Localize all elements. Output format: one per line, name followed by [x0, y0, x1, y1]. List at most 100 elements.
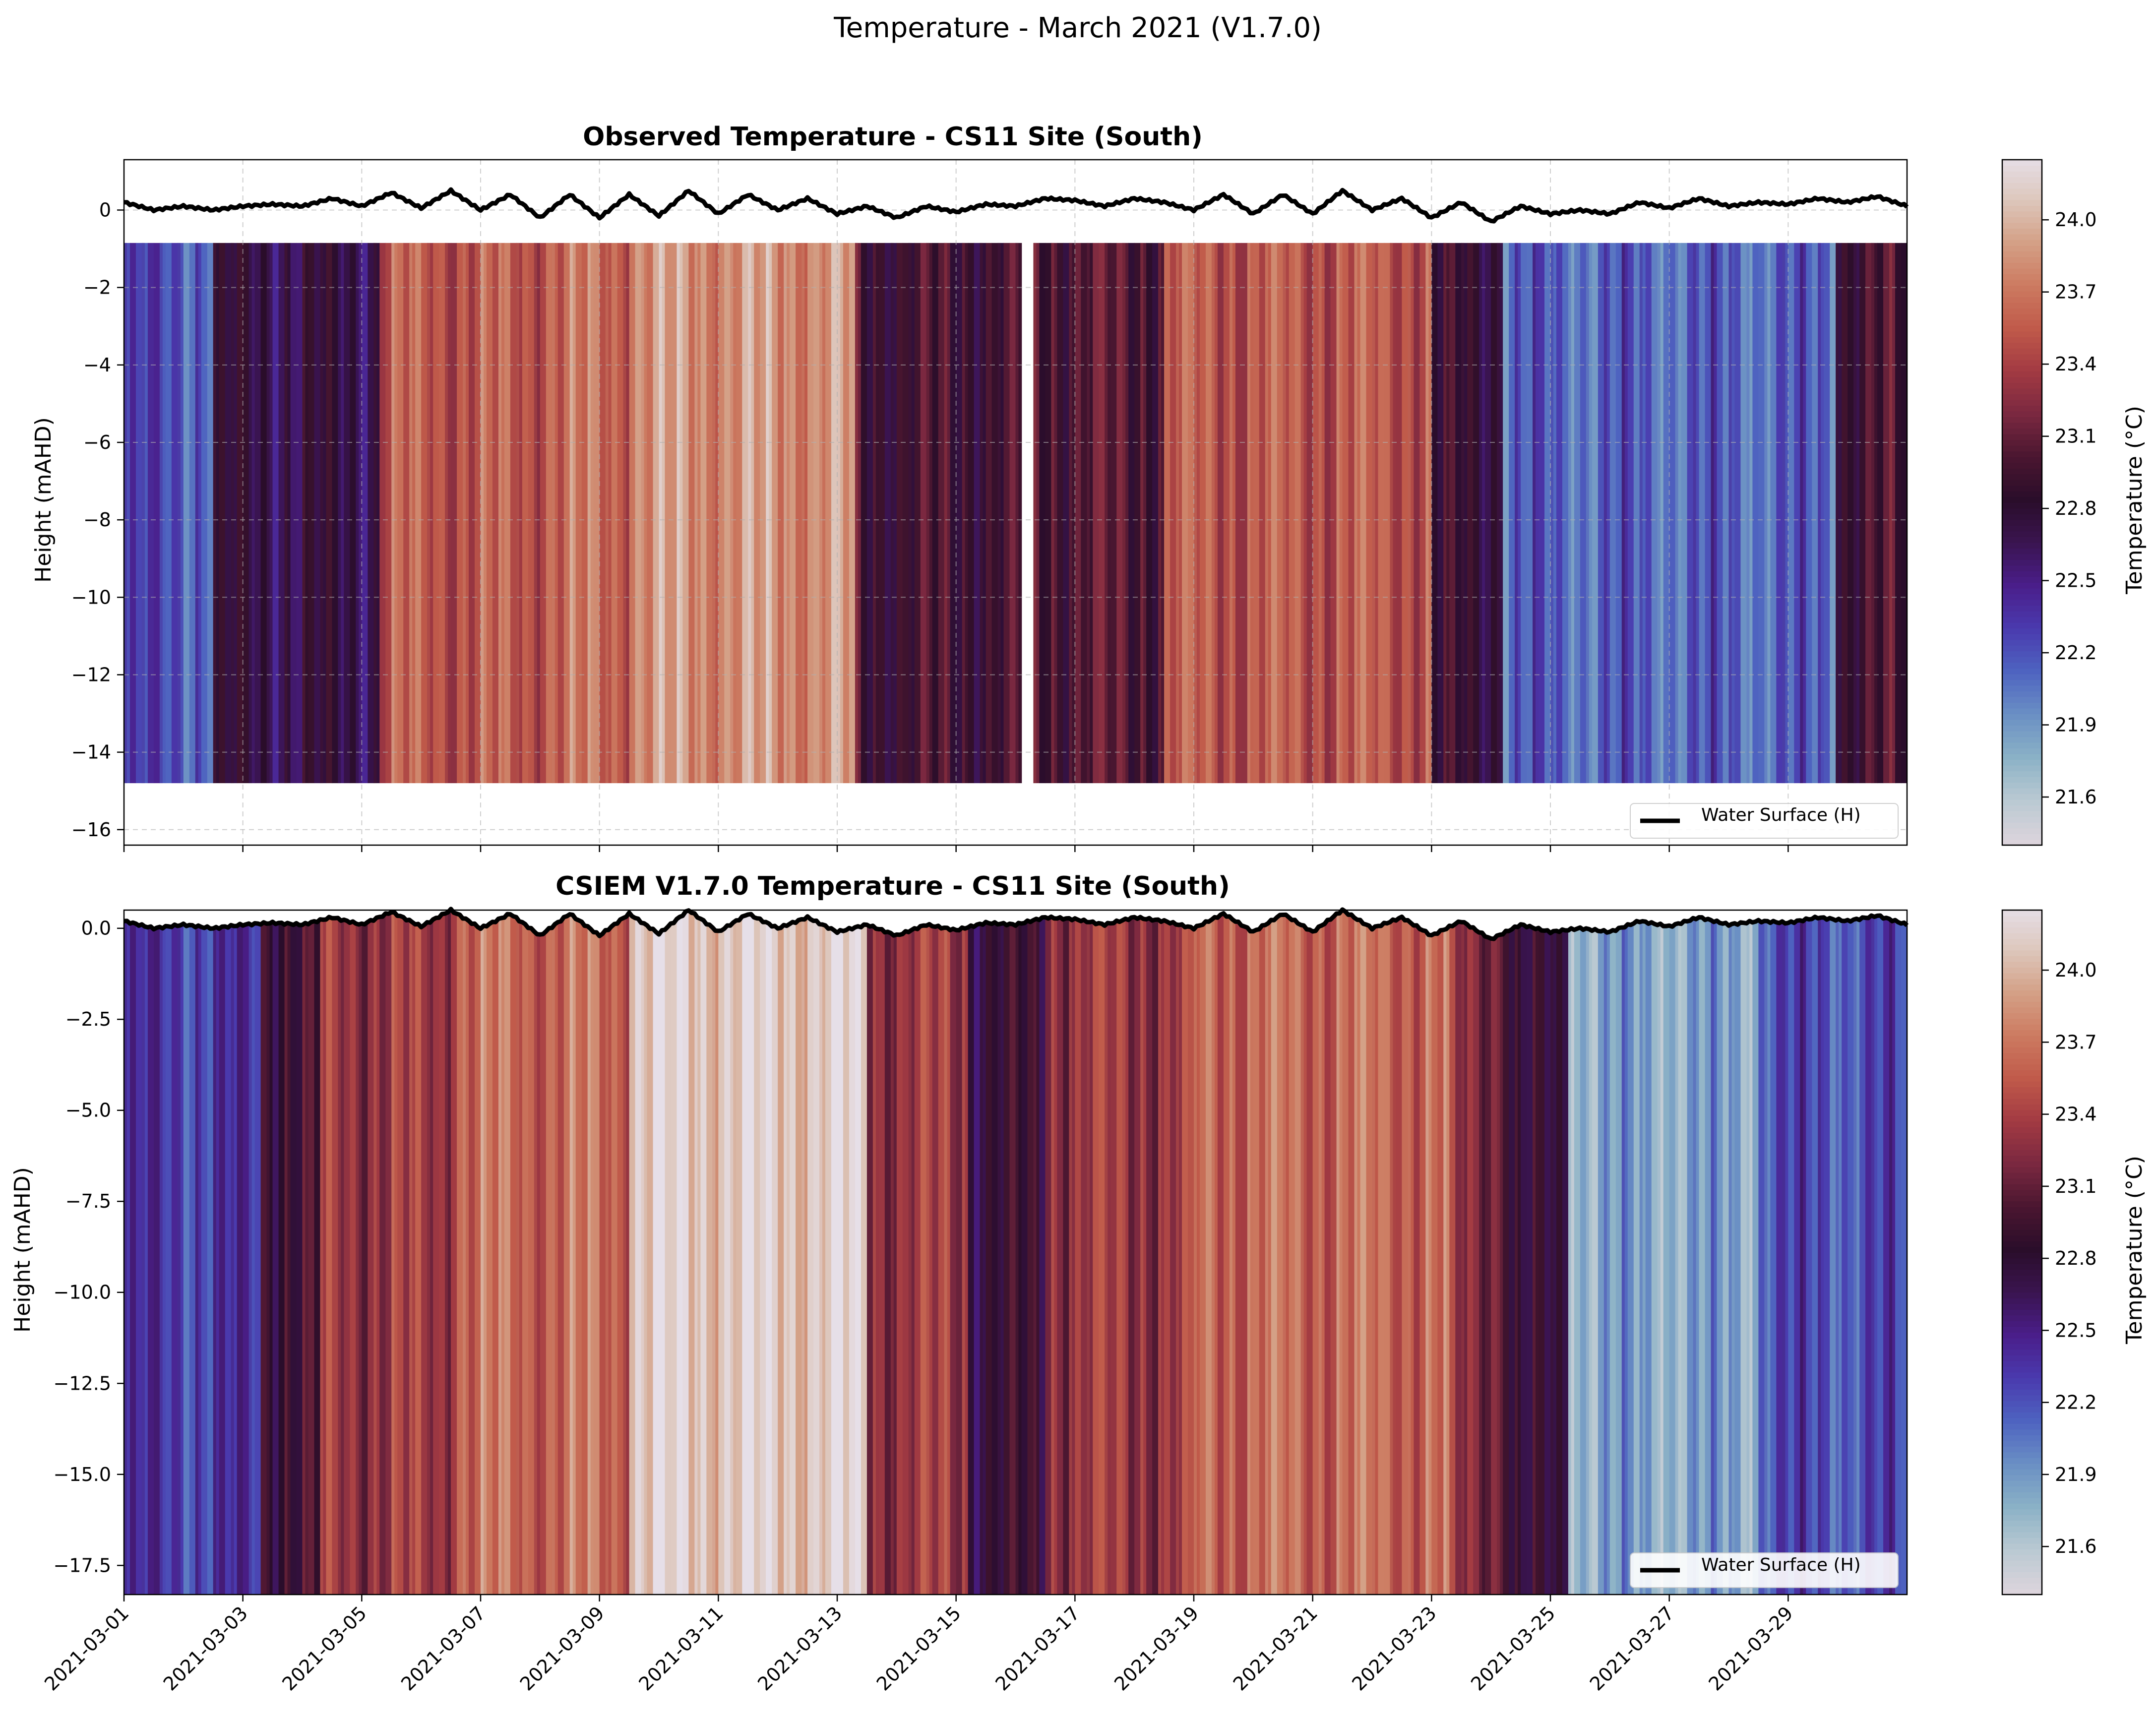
heatmap-cell	[1752, 921, 1759, 1595]
heatmap-cell	[974, 243, 981, 784]
heatmap-streak	[587, 929, 591, 1595]
heatmap-cell	[320, 243, 327, 784]
heatmap-cell	[1842, 921, 1848, 1595]
colorbar-segment	[2002, 291, 2042, 298]
heatmap-cell	[504, 243, 511, 784]
heatmap-streak	[837, 243, 840, 784]
colorbar-segment	[2002, 1030, 2042, 1036]
heatmap-streak	[730, 922, 734, 1595]
heatmap-cell	[183, 243, 190, 784]
heatmap-cell	[1848, 243, 1854, 784]
colorbar-segment	[2002, 1275, 2042, 1282]
heatmap-cell	[1859, 918, 1866, 1595]
water-surface-line	[123, 907, 1909, 941]
heatmap-streak	[1550, 931, 1553, 1595]
heatmap-cell	[796, 921, 802, 1595]
heatmap-cell	[1105, 923, 1111, 1595]
heatmap-cell	[1235, 922, 1242, 1595]
heatmap-cell	[653, 243, 660, 784]
heatmap-cell	[546, 929, 553, 1595]
heatmap-cell	[861, 243, 867, 784]
heatmap-streak	[213, 243, 216, 784]
heatmap-cell	[1235, 243, 1242, 784]
heatmap-cell	[463, 919, 469, 1595]
heatmap-cell	[1277, 243, 1284, 784]
heatmap-cell	[1253, 930, 1260, 1595]
heatmap-cell	[843, 929, 850, 1595]
heatmap-cell	[165, 243, 172, 784]
heatmap-cell	[147, 243, 154, 784]
heatmap-cell	[165, 926, 172, 1595]
colorbar-tick-label: 24.0	[2055, 209, 2097, 231]
colorbar-segment	[2002, 616, 2042, 623]
colorbar-segment	[2002, 1207, 2042, 1213]
heatmap-cell	[1300, 243, 1307, 784]
colorbar-segment	[2002, 956, 2042, 962]
heatmap-streak	[516, 243, 519, 784]
colorbar-segment	[2002, 1480, 2042, 1487]
heatmap-streak	[1087, 922, 1090, 1595]
heatmap-cell	[415, 243, 422, 784]
colorbar-tick-label: 21.9	[2055, 1464, 2097, 1485]
heatmap-cell	[1431, 934, 1438, 1595]
heatmap-cell	[1128, 918, 1135, 1595]
heatmap-streak	[997, 923, 1001, 1595]
heatmap-cell	[1122, 920, 1129, 1595]
heatmap-cell	[415, 925, 422, 1595]
colorbar-segment	[2002, 211, 2042, 217]
heatmap-cell	[356, 923, 363, 1595]
heatmap-cell	[326, 918, 333, 1595]
heatmap-cell	[510, 243, 517, 784]
heatmap-cell	[1521, 925, 1527, 1595]
heatmap-cell	[1033, 243, 1040, 784]
heatmap-cell	[1259, 243, 1266, 784]
colorbar-segment	[2002, 1469, 2042, 1476]
colorbar-segment	[2002, 1172, 2042, 1179]
heatmap-cell	[552, 924, 558, 1595]
colorbar-segment	[2002, 1018, 2042, 1025]
heatmap-cell	[796, 243, 802, 784]
colorbar-segment	[2002, 256, 2042, 263]
heatmap-streak	[248, 924, 252, 1595]
heatmap-cell	[1675, 923, 1682, 1595]
colorbar-segment	[2002, 748, 2042, 754]
heatmap-cell	[677, 917, 683, 1595]
heatmap-streak	[1354, 243, 1357, 784]
colorbar-segment	[2002, 961, 2042, 968]
colorbar-segment	[2002, 1212, 2042, 1219]
colorbar-segment	[2002, 753, 2042, 760]
heatmap-cell	[748, 243, 755, 784]
colorbar-segment	[2002, 719, 2042, 726]
heatmap-cell	[914, 243, 921, 784]
x-tick-label: 2021-03-17	[991, 1602, 1084, 1695]
heatmap-cell	[778, 243, 784, 784]
colorbar-segment	[2002, 571, 2042, 577]
colorbar-segment	[2002, 285, 2042, 292]
colorbar-segment	[2002, 228, 2042, 235]
heatmap-cell	[1277, 916, 1284, 1595]
heatmap-cell	[659, 931, 666, 1595]
heatmap-cell	[1318, 243, 1325, 784]
heatmap-streak	[124, 243, 127, 784]
heatmap-streak	[1693, 918, 1696, 1595]
legend	[1630, 1552, 1899, 1588]
x-tick-label: 2021-03-19	[1110, 1602, 1203, 1695]
heatmap-cell	[225, 243, 232, 784]
heatmap-cell	[1752, 243, 1759, 784]
colorbar-segment	[2002, 1041, 2042, 1047]
heatmap-cell	[1099, 924, 1106, 1595]
heatmap-cell	[766, 243, 772, 784]
heatmap-cell	[653, 931, 660, 1595]
heatmap-cell	[1485, 937, 1491, 1595]
heatmap-cell	[189, 925, 196, 1595]
heatmap-streak	[266, 923, 270, 1595]
colorbar-segment	[2002, 1497, 2042, 1504]
colorbar-segment	[2002, 1509, 2042, 1515]
heatmap-cell	[1003, 243, 1010, 784]
heatmap-cell	[266, 243, 273, 784]
heatmap-cell	[1693, 918, 1700, 1595]
y-tick-label: −12.5	[54, 1372, 111, 1394]
colorbar-segment	[2002, 1378, 2042, 1384]
colorbar-segment	[2002, 1144, 2042, 1150]
heatmap-cell	[1384, 243, 1391, 784]
